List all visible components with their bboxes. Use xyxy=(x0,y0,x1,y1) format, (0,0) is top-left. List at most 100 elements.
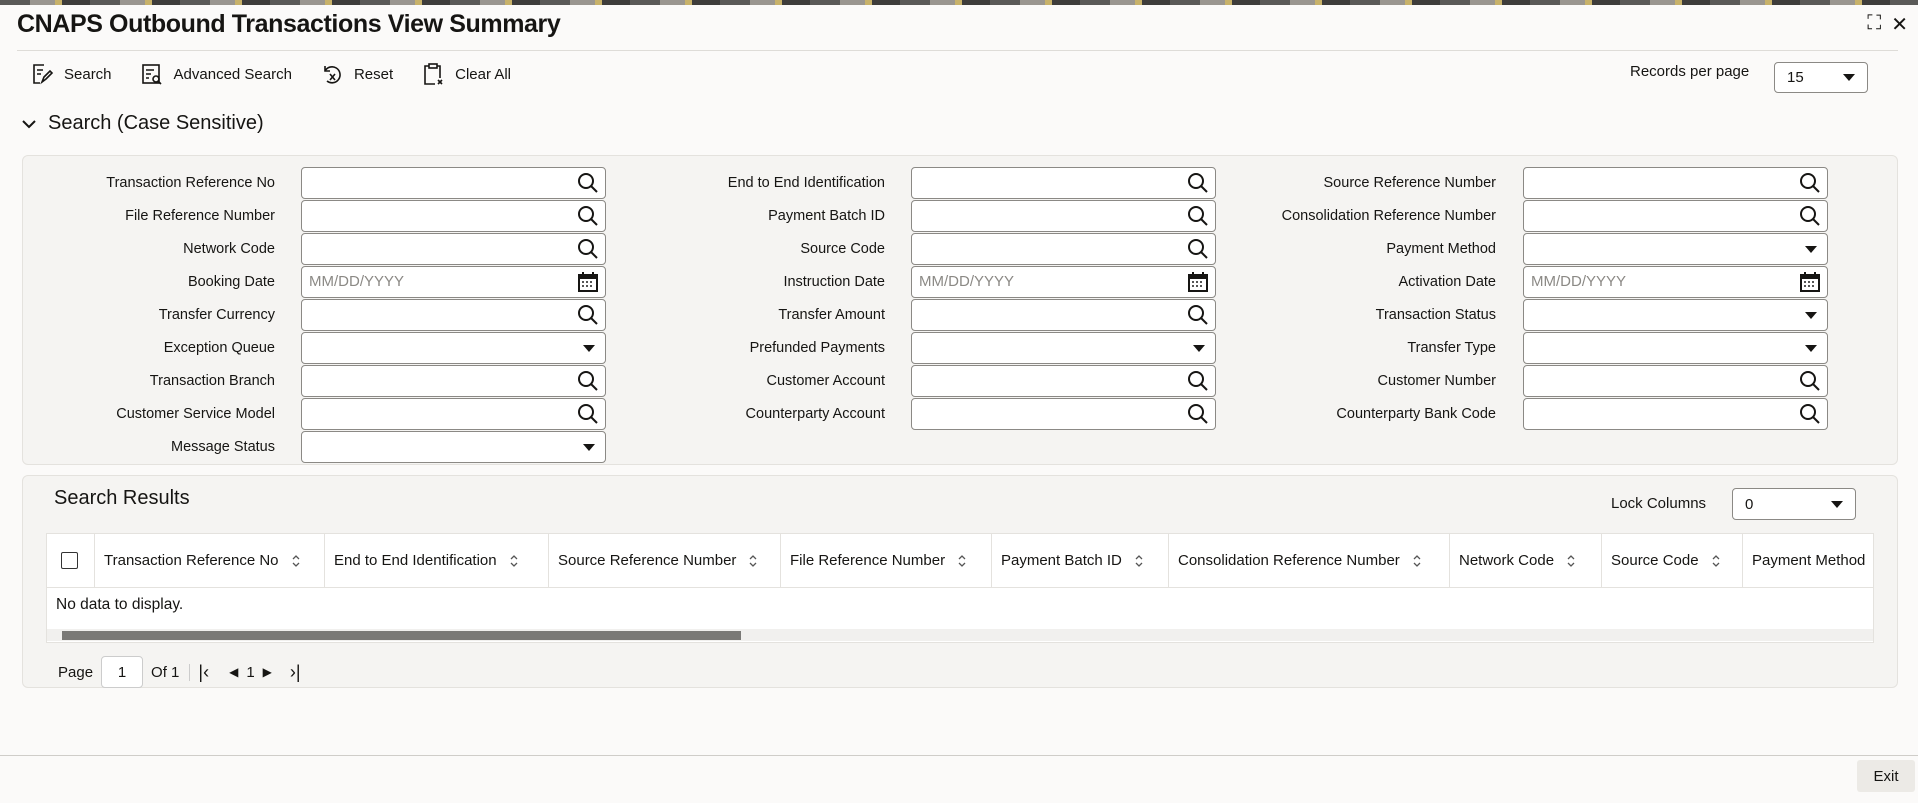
search-icon[interactable] xyxy=(1187,205,1209,238)
last-page-icon[interactable]: ›| xyxy=(289,661,301,682)
network-code-input[interactable] xyxy=(301,233,606,265)
transfer-currency-input[interactable] xyxy=(301,299,606,331)
advanced-search-button[interactable]: Advanced Search xyxy=(140,62,292,86)
source-code-input[interactable] xyxy=(911,233,1216,265)
sort-icon[interactable] xyxy=(748,554,758,568)
search-icon[interactable] xyxy=(1799,370,1821,403)
sort-icon[interactable] xyxy=(957,554,967,568)
transaction-status-select[interactable] xyxy=(1523,299,1828,331)
exit-button[interactable]: Exit xyxy=(1857,760,1915,792)
first-page-icon[interactable]: |‹ xyxy=(198,661,210,682)
close-icon[interactable]: ✕ xyxy=(1891,14,1908,36)
transfer-type-select[interactable] xyxy=(1523,332,1828,364)
chevron-down-icon xyxy=(1831,500,1843,508)
exception-queue-select[interactable] xyxy=(301,332,606,364)
customer-number-input[interactable] xyxy=(1523,365,1828,397)
search-icon[interactable] xyxy=(1187,238,1209,271)
end-to-end-identification-label: End to End Identification xyxy=(727,175,885,191)
chevron-down-icon[interactable] xyxy=(1805,345,1817,352)
scrollbar-thumb[interactable] xyxy=(62,631,741,640)
search-icon[interactable] xyxy=(577,238,599,271)
search-icon[interactable] xyxy=(577,403,599,436)
calendar-icon[interactable] xyxy=(1799,271,1821,304)
end-to-end-identification-input[interactable] xyxy=(911,167,1216,199)
search-section-title: Search (Case Sensitive) xyxy=(48,112,264,134)
column-header-transaction-reference-no[interactable]: Transaction Reference No xyxy=(95,534,325,588)
column-header-file-reference-number[interactable]: File Reference Number xyxy=(781,534,992,588)
chevron-down-icon[interactable] xyxy=(583,345,595,352)
search-icon[interactable] xyxy=(577,370,599,403)
prefunded-payments-select[interactable] xyxy=(911,332,1216,364)
minimize-icon[interactable]: ⛶ xyxy=(1867,12,1882,34)
chevron-down-icon[interactable] xyxy=(583,444,595,451)
search-icon[interactable] xyxy=(577,304,599,337)
file-reference-number-input[interactable] xyxy=(301,200,606,232)
consolidation-reference-number-input[interactable] xyxy=(1523,200,1828,232)
column-header-network-code[interactable]: Network Code xyxy=(1450,534,1602,588)
customer-service-model-input[interactable] xyxy=(301,398,606,430)
pagination: Page 1 Of 1 |‹ ◀ 1 ▶ ›| xyxy=(58,656,301,688)
prev-page-icon[interactable]: ◀ xyxy=(229,665,239,679)
calendar-icon[interactable] xyxy=(1187,271,1209,304)
transfer-currency-label: Transfer Currency xyxy=(158,307,275,323)
column-header-consolidation-reference-number[interactable]: Consolidation Reference Number xyxy=(1169,534,1450,588)
search-icon[interactable] xyxy=(1187,304,1209,337)
payment-method-label: Payment Method xyxy=(1386,241,1496,257)
calendar-icon[interactable] xyxy=(577,271,599,304)
chevron-down-icon[interactable] xyxy=(1805,246,1817,253)
next-page-icon[interactable]: ▶ xyxy=(262,665,272,679)
reset-icon xyxy=(324,66,341,84)
search-icon[interactable] xyxy=(1187,172,1209,205)
booking-date-input[interactable]: MM/DD/YYYY xyxy=(301,266,606,298)
chevron-down-icon[interactable] xyxy=(1805,312,1817,319)
search-icon[interactable] xyxy=(1799,403,1821,436)
records-per-page-select[interactable]: 15 xyxy=(1774,62,1868,93)
sort-icon[interactable] xyxy=(1711,554,1721,568)
sort-icon[interactable] xyxy=(1412,554,1422,568)
search-section-toggle[interactable]: Search (Case Sensitive) xyxy=(22,112,264,135)
lock-columns-select[interactable]: 0 xyxy=(1732,488,1856,520)
activation-date-input[interactable]: MM/DD/YYYY xyxy=(1523,266,1828,298)
results-title: Search Results xyxy=(54,487,190,509)
toolbar: Search Advanced Search Reset Clear All xyxy=(30,62,511,86)
search-icon[interactable] xyxy=(577,205,599,238)
sort-icon[interactable] xyxy=(1566,554,1576,568)
search-icon[interactable] xyxy=(1799,172,1821,205)
transfer-amount-input[interactable] xyxy=(911,299,1216,331)
column-header-payment-batch-id[interactable]: Payment Batch ID xyxy=(992,534,1169,588)
lock-columns-label: Lock Columns xyxy=(1611,495,1707,512)
source-reference-number-input[interactable] xyxy=(1523,167,1828,199)
search-icon[interactable] xyxy=(1187,370,1209,403)
column-header-payment-method[interactable]: Payment Method xyxy=(1743,534,1873,588)
counterparty-account-input[interactable] xyxy=(911,398,1216,430)
sort-icon[interactable] xyxy=(291,554,301,568)
sort-icon[interactable] xyxy=(1134,554,1144,568)
horizontal-scrollbar[interactable] xyxy=(47,629,1873,641)
page-input[interactable]: 1 xyxy=(101,656,144,688)
transaction-reference-no-input[interactable] xyxy=(301,167,606,199)
payment-method-select[interactable] xyxy=(1523,233,1828,265)
clear-all-button[interactable]: Clear All xyxy=(421,62,511,86)
select-all-checkbox[interactable] xyxy=(61,552,78,569)
payment-batch-id-input[interactable] xyxy=(911,200,1216,232)
column-header-source-code[interactable]: Source Code xyxy=(1602,534,1743,588)
search-icon[interactable] xyxy=(1187,403,1209,436)
transaction-branch-input[interactable] xyxy=(301,365,606,397)
instruction-date-input[interactable]: MM/DD/YYYY xyxy=(911,266,1216,298)
reset-button[interactable]: Reset xyxy=(320,62,393,86)
counterparty-bank-code-input[interactable] xyxy=(1523,398,1828,430)
date-placeholder: MM/DD/YYYY xyxy=(309,273,405,290)
search-icon[interactable] xyxy=(577,172,599,205)
source-reference-number-label: Source Reference Number xyxy=(1323,175,1496,191)
transaction-status-label: Transaction Status xyxy=(1375,307,1496,323)
sort-icon[interactable] xyxy=(509,554,519,568)
column-header-source-reference-number[interactable]: Source Reference Number xyxy=(549,534,781,588)
chevron-down-icon[interactable] xyxy=(1193,345,1205,352)
customer-account-input[interactable] xyxy=(911,365,1216,397)
search-icon[interactable] xyxy=(1799,205,1821,238)
message-status-select[interactable] xyxy=(301,431,606,463)
search-button[interactable]: Search xyxy=(30,62,112,86)
records-per-page-label: Records per page xyxy=(1630,63,1750,80)
footer-divider xyxy=(0,755,1918,756)
column-header-end-to-end-identification[interactable]: End to End Identification xyxy=(325,534,549,588)
